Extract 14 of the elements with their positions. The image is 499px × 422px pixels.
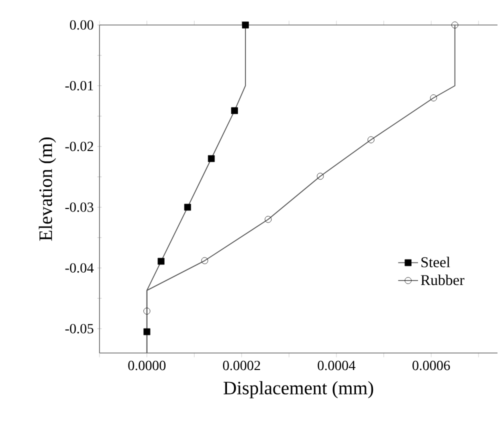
y-tick-label: -0.03 <box>65 202 94 212</box>
x-tick-label: 0.0000 <box>128 360 166 370</box>
y-tick-label: -0.02 <box>65 142 94 152</box>
y-tick-label: -0.05 <box>65 324 94 334</box>
x-tick-label: 0.0004 <box>318 360 356 370</box>
x-tick-label: 0.0002 <box>222 360 260 370</box>
x-axis-title: Displacement (mm) <box>224 381 374 398</box>
x-tick-label: 0.0006 <box>412 360 450 370</box>
y-tick-label: -0.01 <box>65 81 94 90</box>
legend-label: Steel <box>421 256 450 268</box>
legend-label: Rubber <box>420 274 464 286</box>
y-tick-label: -0.04 <box>65 263 94 273</box>
y-axis-title: Elevation (m) <box>38 138 56 241</box>
y-tick-label: 0.00 <box>70 20 94 30</box>
